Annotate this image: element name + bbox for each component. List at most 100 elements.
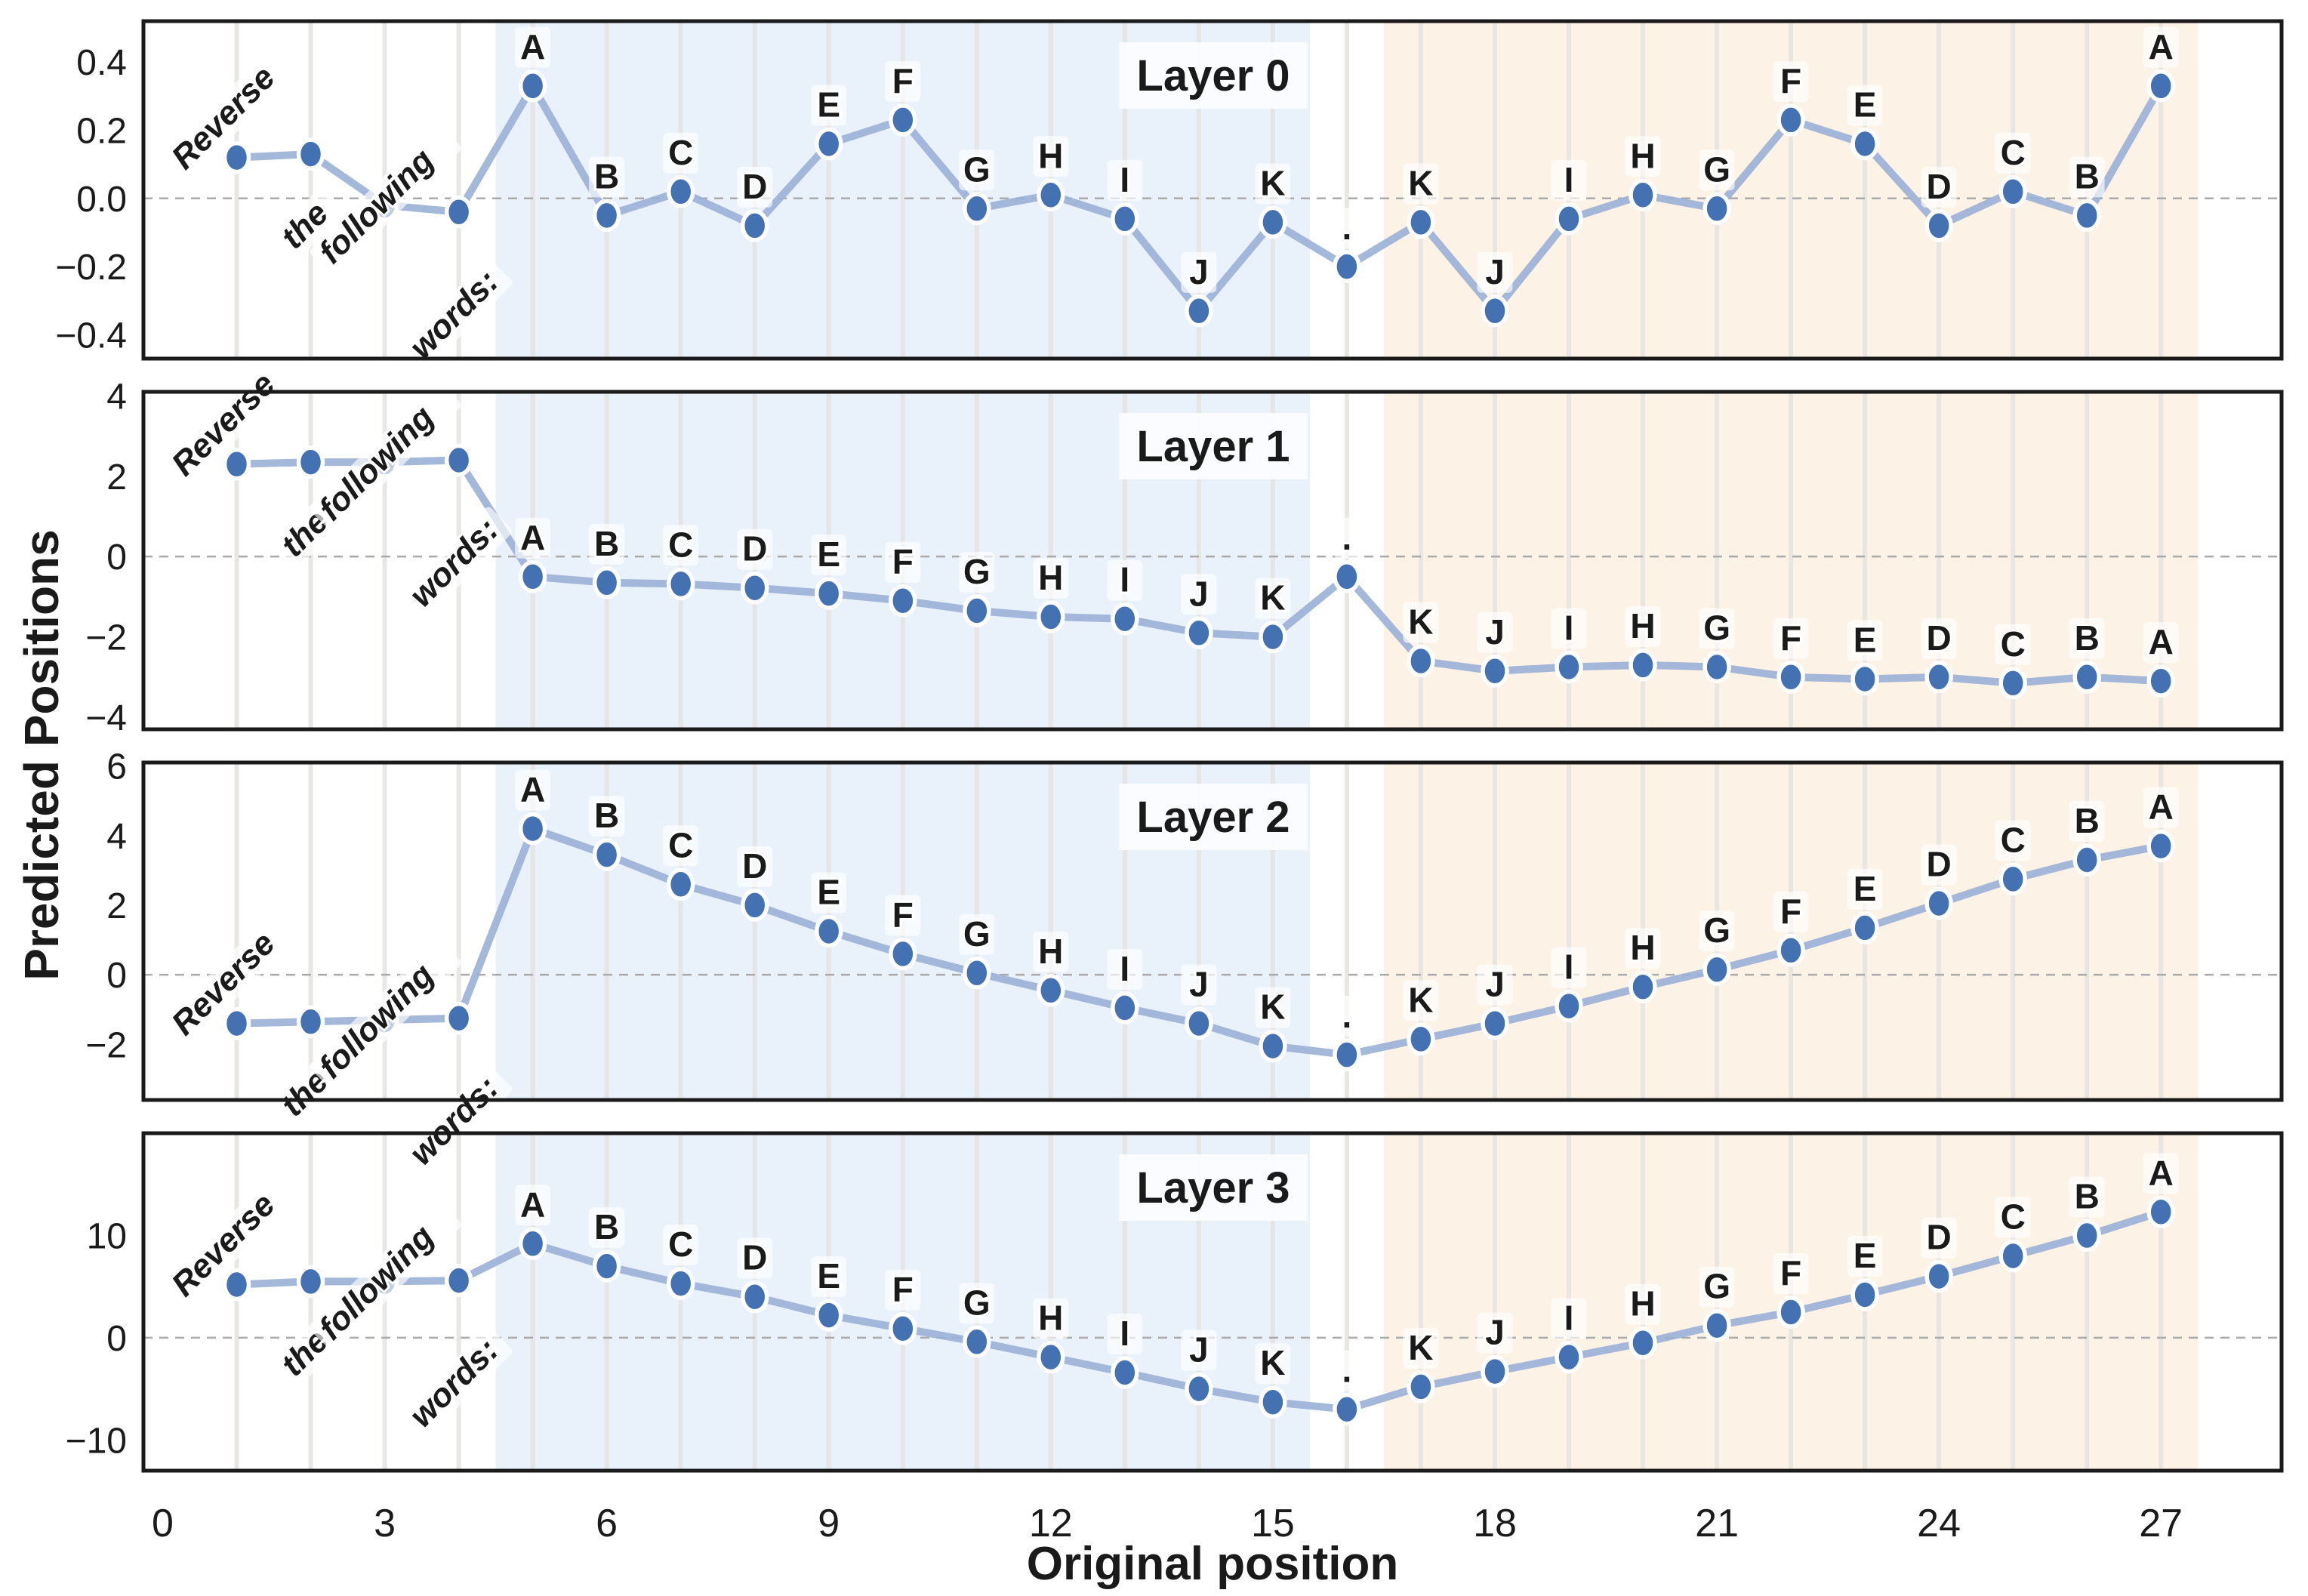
y-tick-label: 0 bbox=[106, 1319, 127, 1359]
letter-label: J bbox=[1477, 610, 1513, 654]
panel-spine bbox=[141, 1131, 2284, 1473]
svg-text:H: H bbox=[1038, 136, 1063, 175]
y-tick-label: 0.0 bbox=[76, 180, 127, 220]
svg-text:E: E bbox=[1853, 1236, 1877, 1275]
letter-label: C bbox=[1995, 622, 2031, 666]
svg-text:D: D bbox=[1926, 845, 1951, 884]
svg-text:B: B bbox=[2075, 1177, 2100, 1216]
svg-text:A: A bbox=[2149, 787, 2174, 827]
svg-text:G: G bbox=[963, 552, 991, 591]
svg-text:J: J bbox=[1485, 252, 1505, 291]
svg-text:F: F bbox=[892, 542, 914, 581]
letter-label: . bbox=[1333, 1348, 1360, 1392]
letter-label: A bbox=[2143, 25, 2179, 69]
letter-label: H bbox=[1033, 1296, 1069, 1340]
letter-label: H bbox=[1033, 134, 1069, 177]
svg-text:F: F bbox=[1780, 618, 1801, 658]
svg-text:G: G bbox=[963, 914, 991, 954]
x-tick-label: 12 bbox=[1029, 1502, 1073, 1545]
y-tick-label: 2 bbox=[106, 458, 127, 498]
svg-text:E: E bbox=[1853, 869, 1877, 908]
panel-spine bbox=[141, 19, 2284, 361]
letter-label: I bbox=[1551, 945, 1587, 989]
svg-text:D: D bbox=[742, 529, 767, 568]
svg-text:A: A bbox=[2149, 622, 2174, 661]
letter-label: D bbox=[737, 165, 773, 208]
letter-label: K bbox=[1255, 1341, 1291, 1385]
x-tick-label: 0 bbox=[152, 1502, 174, 1545]
letter-label: E bbox=[1847, 618, 1883, 662]
y-tick-label: 6 bbox=[106, 747, 127, 787]
letter-label: F bbox=[1773, 889, 1809, 933]
letter-label: C bbox=[663, 823, 699, 867]
svg-text:words:: words: bbox=[402, 511, 506, 615]
letter-label: J bbox=[1181, 572, 1217, 615]
letter-label: B bbox=[2069, 616, 2105, 660]
x-tick-label: 6 bbox=[596, 1502, 618, 1545]
y-tick-label: 10 bbox=[87, 1217, 127, 1257]
svg-text:D: D bbox=[742, 1238, 767, 1277]
svg-text:H: H bbox=[1038, 932, 1063, 971]
svg-text:J: J bbox=[1485, 612, 1505, 652]
x-tick-label: 15 bbox=[1251, 1502, 1295, 1545]
svg-text:C: C bbox=[2001, 133, 2026, 172]
letter-label: I bbox=[1107, 947, 1143, 991]
svg-text:J: J bbox=[1189, 1330, 1209, 1370]
svg-text:F: F bbox=[1780, 61, 1801, 100]
letter-label: G bbox=[1699, 606, 1735, 650]
letter-label: I bbox=[1551, 606, 1587, 650]
svg-text:I: I bbox=[1120, 1314, 1129, 1353]
letter-label: A bbox=[2143, 1151, 2179, 1194]
svg-text:D: D bbox=[742, 846, 767, 886]
svg-text:K: K bbox=[1408, 980, 1433, 1019]
x-tick-label: 18 bbox=[1473, 1502, 1517, 1545]
svg-text:H: H bbox=[1038, 1299, 1063, 1338]
svg-text:words:: words: bbox=[402, 1332, 506, 1435]
letter-label: F bbox=[1773, 59, 1809, 103]
svg-text:H: H bbox=[1630, 136, 1655, 175]
letter-label: G bbox=[1699, 147, 1735, 191]
letter-label: D bbox=[1921, 1215, 1957, 1259]
letter-label: C bbox=[1995, 131, 2031, 174]
letter-label: I bbox=[1107, 158, 1143, 202]
letter-label: F bbox=[1773, 616, 1809, 660]
svg-text:E: E bbox=[817, 85, 840, 125]
letter-label: A bbox=[515, 25, 551, 69]
svg-text:A: A bbox=[2149, 1153, 2174, 1192]
svg-text:F: F bbox=[892, 895, 914, 935]
letter-label: G bbox=[959, 1280, 995, 1324]
svg-text:J: J bbox=[1485, 1313, 1505, 1352]
letter-label: I bbox=[1107, 1311, 1143, 1355]
letter-label: E bbox=[811, 83, 847, 127]
svg-text:I: I bbox=[1120, 160, 1129, 199]
letter-label: I bbox=[1107, 558, 1143, 602]
letter-label: K bbox=[1255, 985, 1291, 1029]
letter-label: A bbox=[2143, 620, 2179, 664]
letter-label: A bbox=[515, 768, 551, 812]
panel-title: Layer 1 bbox=[1119, 413, 1308, 479]
svg-text:H: H bbox=[1038, 558, 1063, 597]
svg-text:D: D bbox=[1926, 1218, 1951, 1257]
letter-label: F bbox=[885, 540, 921, 584]
letter-label: C bbox=[1995, 818, 2031, 861]
svg-text:.: . bbox=[1342, 996, 1352, 1035]
letter-label: K bbox=[1255, 161, 1291, 205]
letter-label: F bbox=[885, 59, 921, 103]
letter-label: I bbox=[1551, 158, 1587, 202]
svg-text:K: K bbox=[1408, 602, 1433, 642]
letter-label: . bbox=[1333, 994, 1360, 1037]
letter-label: B bbox=[589, 154, 625, 198]
y-tick-label: −2 bbox=[85, 618, 127, 658]
letter-label: E bbox=[1847, 1234, 1883, 1277]
svg-text:F: F bbox=[1780, 1253, 1801, 1293]
letter-label: H bbox=[1033, 929, 1069, 973]
svg-text:E: E bbox=[817, 535, 840, 574]
svg-text:F: F bbox=[1780, 892, 1801, 931]
letter-label: G bbox=[1699, 1265, 1735, 1308]
svg-text:.: . bbox=[1342, 208, 1352, 247]
y-tick-label: 2 bbox=[106, 886, 127, 926]
letter-label: K bbox=[1255, 576, 1291, 620]
svg-text:F: F bbox=[892, 61, 914, 100]
